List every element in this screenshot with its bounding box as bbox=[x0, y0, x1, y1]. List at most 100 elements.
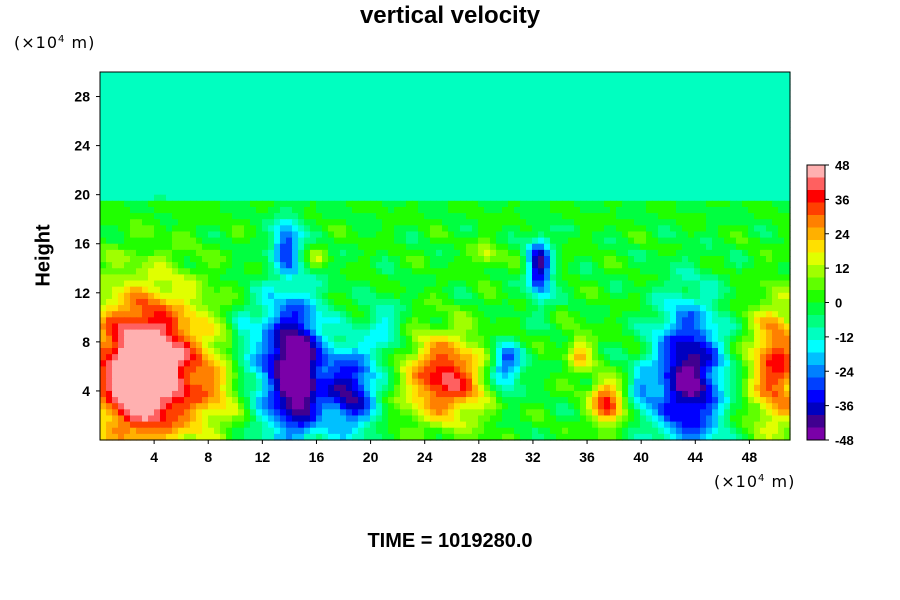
field-cell bbox=[100, 256, 107, 263]
field-cell bbox=[418, 170, 425, 177]
field-cell bbox=[532, 243, 539, 251]
field-cell bbox=[556, 274, 563, 282]
field-cell bbox=[694, 133, 701, 141]
field-cell bbox=[676, 157, 683, 165]
field-cell bbox=[760, 292, 767, 300]
field-cell bbox=[424, 225, 431, 233]
field-cell bbox=[532, 108, 539, 116]
field-cell bbox=[388, 157, 395, 165]
field-cell bbox=[694, 317, 701, 325]
field-cell bbox=[622, 176, 629, 183]
field-cell bbox=[742, 237, 749, 245]
field-cell bbox=[406, 78, 413, 85]
field-cell bbox=[688, 102, 695, 110]
field-cell bbox=[316, 206, 323, 214]
field-cell bbox=[772, 72, 779, 79]
field-cell bbox=[700, 200, 707, 208]
field-cell bbox=[718, 317, 725, 325]
field-cell bbox=[142, 78, 149, 85]
field-cell bbox=[484, 243, 491, 251]
field-cell bbox=[130, 157, 137, 165]
field-cell bbox=[688, 194, 695, 202]
field-cell bbox=[610, 72, 617, 79]
field-cell bbox=[664, 298, 671, 306]
field-cell bbox=[592, 200, 599, 208]
field-cell bbox=[778, 206, 785, 214]
field-cell bbox=[604, 164, 611, 171]
field-cell bbox=[664, 72, 671, 79]
field-cell bbox=[232, 127, 239, 134]
field-cell bbox=[712, 114, 719, 122]
field-cell bbox=[640, 206, 647, 214]
field-cell bbox=[652, 84, 659, 91]
field-cell bbox=[382, 317, 389, 325]
field-cell bbox=[730, 311, 737, 318]
field-cell bbox=[154, 72, 161, 79]
field-cell bbox=[340, 237, 347, 245]
field-cell bbox=[760, 90, 767, 98]
field-cell bbox=[508, 237, 515, 245]
field-cell bbox=[724, 72, 731, 79]
field-cell bbox=[220, 145, 227, 153]
field-cell bbox=[718, 72, 725, 79]
field-cell bbox=[370, 151, 377, 159]
field-cell bbox=[604, 225, 611, 233]
field-cell bbox=[418, 151, 425, 159]
field-cell bbox=[754, 90, 761, 98]
field-cell bbox=[208, 274, 215, 282]
field-cell bbox=[472, 286, 479, 294]
field-cell bbox=[178, 225, 185, 233]
field-cell bbox=[274, 108, 281, 116]
field-cell bbox=[748, 298, 755, 306]
field-cell bbox=[508, 249, 515, 257]
field-cell bbox=[202, 200, 209, 208]
field-cell bbox=[640, 127, 647, 134]
field-cell bbox=[112, 121, 119, 128]
field-cell bbox=[376, 225, 383, 233]
field-cell bbox=[514, 274, 521, 282]
field-cell bbox=[694, 249, 701, 257]
field-cell bbox=[130, 72, 137, 79]
field-cell bbox=[730, 200, 737, 208]
field-cell bbox=[292, 243, 299, 251]
field-cell bbox=[316, 219, 323, 226]
field-cell bbox=[232, 145, 239, 153]
field-cell bbox=[346, 96, 353, 104]
field-cell bbox=[712, 206, 719, 214]
field-cell bbox=[178, 268, 185, 275]
field-cell bbox=[250, 72, 257, 79]
field-cell bbox=[412, 237, 419, 245]
field-cell bbox=[412, 127, 419, 134]
field-cell bbox=[550, 127, 557, 134]
field-cell bbox=[280, 121, 287, 128]
field-cell bbox=[256, 200, 263, 208]
field-cell bbox=[778, 231, 785, 239]
field-cell bbox=[550, 243, 557, 251]
field-cell bbox=[466, 170, 473, 177]
field-cell bbox=[490, 286, 497, 294]
field-cell bbox=[700, 262, 707, 269]
field-cell bbox=[712, 96, 719, 104]
field-cell bbox=[658, 280, 665, 288]
field-cell bbox=[706, 188, 713, 196]
field-cell bbox=[526, 182, 533, 190]
field-cell bbox=[478, 176, 485, 183]
field-cell bbox=[358, 262, 365, 269]
field-cell bbox=[202, 335, 209, 343]
field-cell bbox=[196, 133, 203, 141]
field-cell bbox=[706, 286, 713, 294]
field-cell bbox=[100, 157, 107, 165]
field-cell bbox=[262, 317, 269, 325]
field-cell bbox=[646, 182, 653, 190]
field-cell bbox=[124, 335, 131, 343]
field-cell bbox=[754, 114, 761, 122]
field-cell bbox=[220, 151, 227, 159]
field-cell bbox=[622, 274, 629, 282]
field-cell bbox=[208, 317, 215, 325]
field-cell bbox=[256, 286, 263, 294]
field-cell bbox=[670, 206, 677, 214]
field-cell bbox=[274, 72, 281, 79]
field-cell bbox=[640, 72, 647, 79]
field-cell bbox=[568, 280, 575, 288]
field-cell bbox=[544, 317, 551, 325]
